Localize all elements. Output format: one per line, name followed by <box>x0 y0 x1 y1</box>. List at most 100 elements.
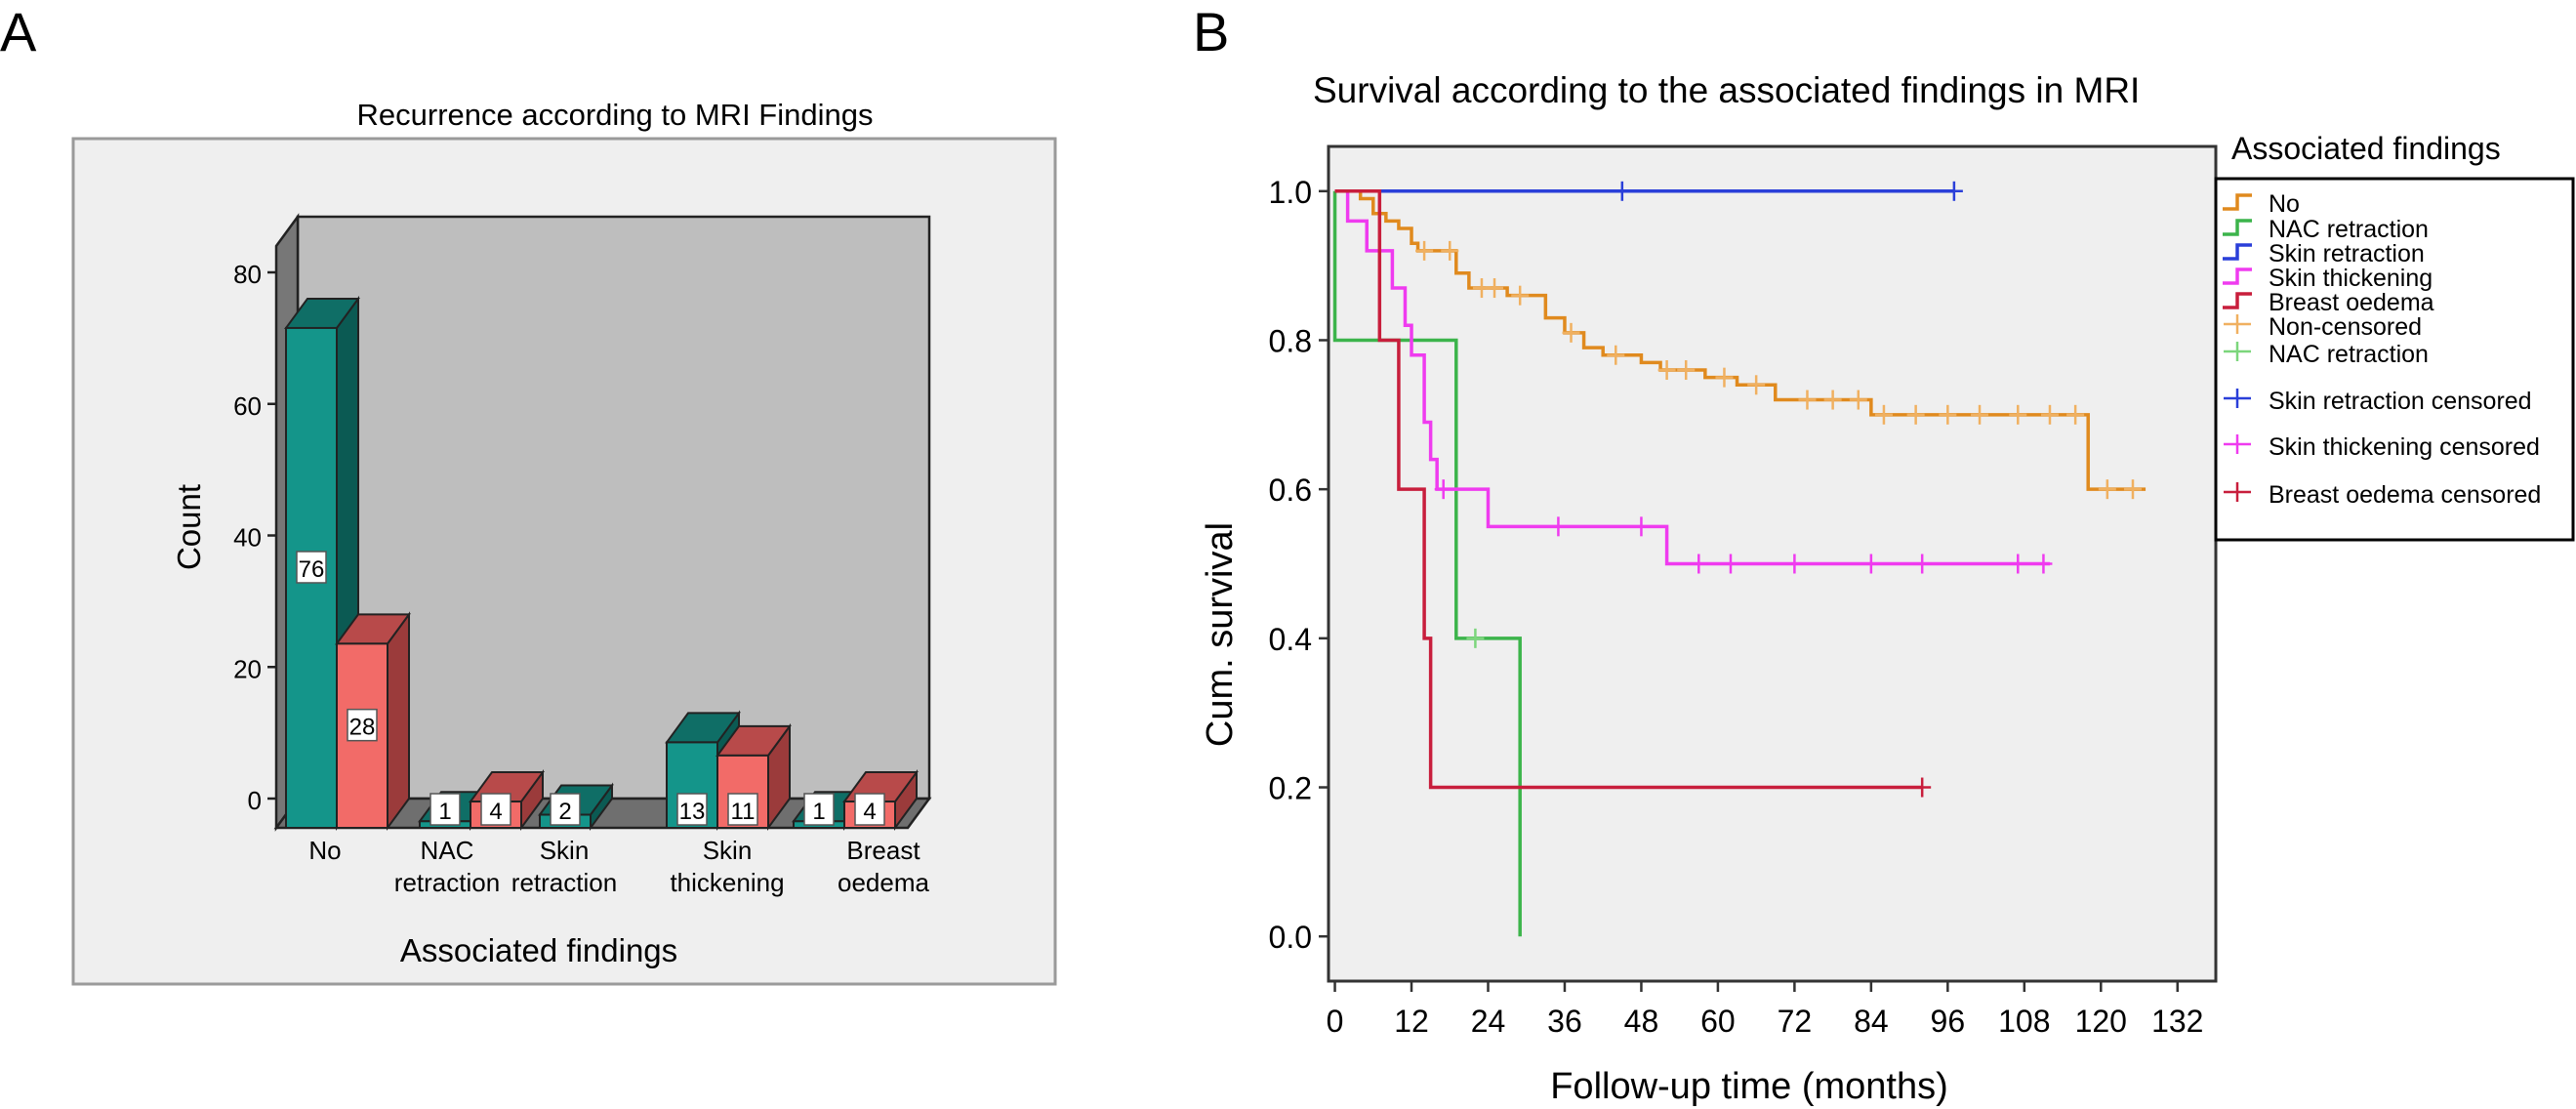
bar-teal-3: 13 <box>665 710 741 832</box>
legend-swatch <box>2223 193 2252 211</box>
value-label: 28 <box>349 715 376 741</box>
y-tick-label: 40 <box>233 523 262 553</box>
series-skin-thickening <box>1334 189 2053 574</box>
value-label-box <box>480 793 511 826</box>
survival-step-line <box>1334 189 1923 790</box>
value-label: 4 <box>489 799 502 825</box>
legend-label: Breast oedema censored <box>2269 481 2541 509</box>
series-no <box>1334 189 2147 500</box>
value-label: 1 <box>438 799 451 825</box>
bar-salmon-3: 11 <box>716 722 792 832</box>
chart-b-xaxis: 0 12 24 36 48 60 72 84 96 108 120 132 <box>1327 981 2203 1039</box>
legend-swatch <box>2223 267 2252 285</box>
value-label: 76 <box>299 556 325 583</box>
x-tick-label: Breast oedema <box>838 836 929 897</box>
legend-swatch <box>2223 292 2252 309</box>
x-tick-label: 12 <box>1394 1004 1429 1039</box>
y-tick-label: 0.0 <box>1269 920 1312 955</box>
legend-item: Skin retraction <box>2223 240 2425 267</box>
legend-item: No <box>2223 190 2300 218</box>
value-label: 11 <box>731 799 756 825</box>
legend-label: No <box>2269 190 2300 218</box>
legend-label: Skin retraction <box>2269 240 2425 267</box>
series-breast-oedema <box>1334 189 1932 798</box>
legend-label: NAC retraction <box>2269 216 2429 243</box>
y-tick-label: 0.8 <box>1269 323 1312 358</box>
bar-salmon-4: 4 <box>842 768 919 832</box>
series-skin-retraction <box>1334 181 1963 201</box>
legend-label: Non-censored <box>2269 313 2422 341</box>
legend-swatch <box>2223 219 2252 236</box>
chart-a-xlabel: Associated findings <box>400 932 677 968</box>
bar-salmon-0: 28 <box>335 611 411 832</box>
x-tick-label: 132 <box>2151 1004 2203 1039</box>
legend-item: Non-censored <box>2224 313 2422 341</box>
value-label-box <box>854 793 885 826</box>
legend-item: Skin thickening censored <box>2224 433 2540 461</box>
x-tick-label: 108 <box>1998 1004 2050 1039</box>
chart-b-ylabel: Cum. survival <box>1200 522 1241 747</box>
x-tick-label: 48 <box>1624 1004 1659 1039</box>
chart-b-series <box>1332 181 2147 937</box>
y-tick-label: 20 <box>233 654 262 683</box>
chart-a-ylabel: Count <box>171 484 207 570</box>
legend-label: Skin retraction censored <box>2269 388 2532 415</box>
bar-salmon-1: 4 <box>469 768 545 832</box>
x-tick-label: 36 <box>1547 1004 1582 1039</box>
value-label: 4 <box>863 799 876 825</box>
value-label-box <box>429 793 461 826</box>
bar-side <box>387 611 410 832</box>
legend-item: NAC retraction <box>2223 216 2429 243</box>
chart-a-yaxis: 0 20 40 60 80 <box>233 260 276 815</box>
value-label-box <box>727 793 758 826</box>
chart-b-xlabel: Follow-up time (months) <box>1550 1066 1948 1107</box>
value-label: 2 <box>558 799 571 825</box>
y-tick-label: 80 <box>233 260 262 289</box>
legend-label: Skin thickening <box>2269 265 2433 292</box>
legend-swatch <box>2223 243 2252 261</box>
x-tick-label: 72 <box>1778 1004 1813 1039</box>
chart-b-title: Survival according to the associated fin… <box>1313 70 2140 110</box>
x-tick-label: 60 <box>1700 1004 1736 1039</box>
value-label: 1 <box>812 799 825 825</box>
legend-box <box>2214 177 2575 542</box>
survival-step-line <box>1334 189 2050 566</box>
value-label-box <box>550 793 581 826</box>
y-tick-label: 0.4 <box>1269 622 1312 657</box>
legend-label: Skin thickening censored <box>2269 433 2540 461</box>
x-tick-label: NAC retraction <box>394 836 500 897</box>
legend-item: NAC retraction <box>2224 341 2429 368</box>
chart-b-yaxis: 0.0 0.2 0.4 0.6 0.8 1.0 <box>1269 175 1329 955</box>
value-label: 13 <box>679 799 706 825</box>
legend-label: Breast oedema <box>2269 289 2434 316</box>
x-tick-label: No <box>308 836 341 865</box>
value-label-box <box>803 793 835 826</box>
legend-item: Skin retraction censored <box>2224 388 2532 415</box>
value-label-box <box>347 708 378 742</box>
x-tick-label: 24 <box>1471 1004 1506 1039</box>
legend-item: Breast oedema censored <box>2224 481 2541 509</box>
x-tick-label: 96 <box>1931 1004 1966 1039</box>
x-tick-label: 0 <box>1327 1004 1344 1039</box>
legend-title: Associated findings <box>2231 131 2501 166</box>
value-label-box <box>296 551 327 584</box>
panel-b-label: B <box>1193 1 1229 62</box>
chart-a-title: Recurrence according to MRI Findings <box>357 98 874 132</box>
y-tick-label: 0 <box>248 786 262 815</box>
x-tick-label: 84 <box>1854 1004 1889 1039</box>
value-label-box <box>676 793 708 826</box>
legend-item: Breast oedema <box>2223 289 2434 316</box>
y-tick-label: 0.6 <box>1269 472 1312 508</box>
y-tick-label: 60 <box>233 391 262 421</box>
bar-teal-2: 2 <box>538 782 614 832</box>
x-tick-label: Skin thickening <box>670 836 784 897</box>
y-tick-label: 1.0 <box>1269 175 1312 210</box>
legend-item: Skin thickening <box>2223 265 2433 292</box>
x-tick-label: 120 <box>2075 1004 2127 1039</box>
x-tick-label: Skin retraction <box>511 836 617 897</box>
y-tick-label: 0.2 <box>1269 771 1312 806</box>
